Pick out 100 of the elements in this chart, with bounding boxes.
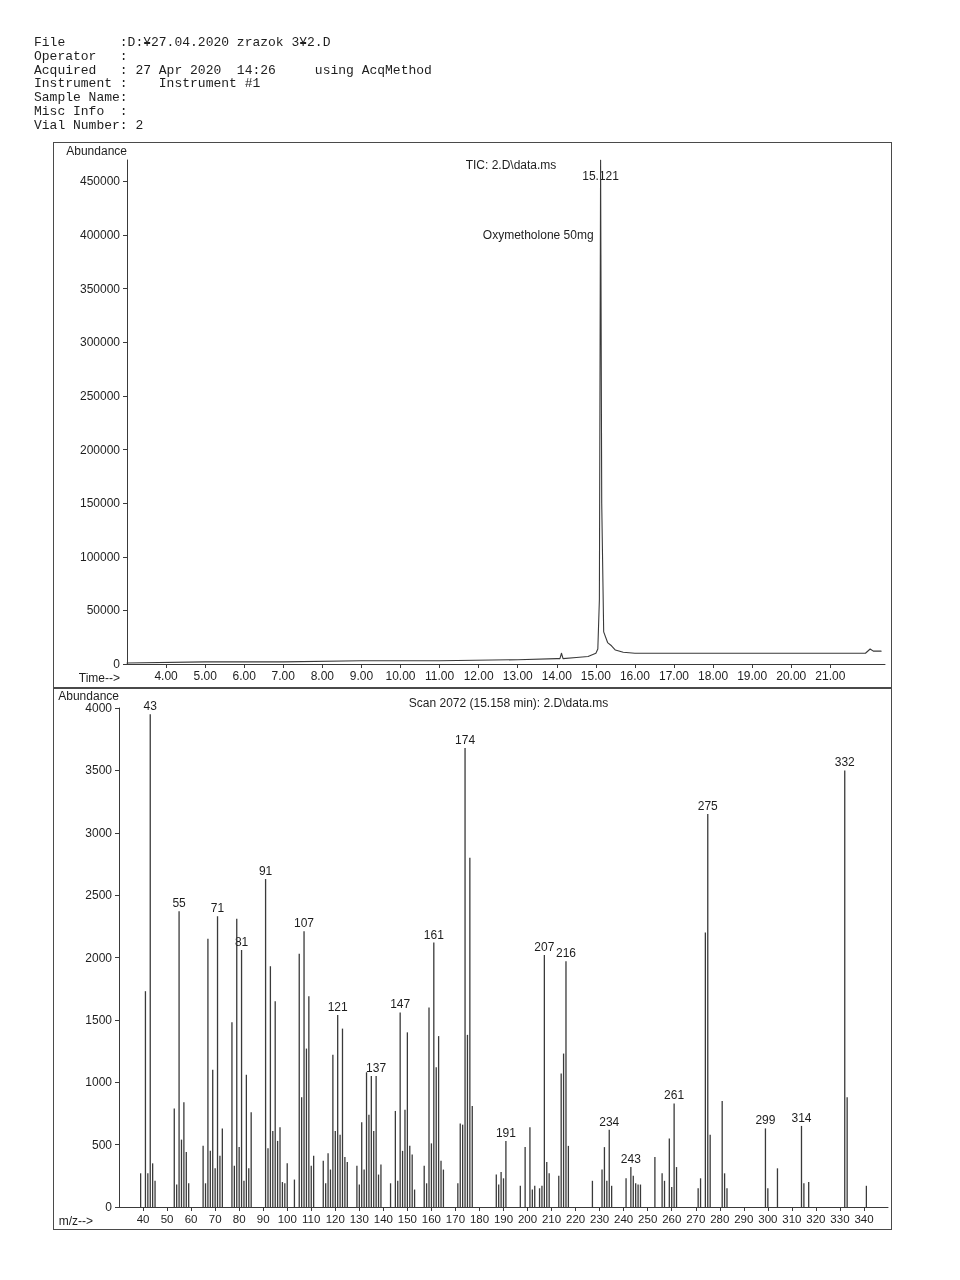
x-tick-label: 110 — [302, 1213, 321, 1225]
x-tick-label: 200 — [517, 1213, 538, 1225]
x-tick-label: 13.00 — [502, 669, 534, 683]
annotation: 43 — [143, 699, 158, 714]
annotation: 207 — [534, 940, 555, 955]
x-tick-label: 310 — [782, 1213, 802, 1225]
x-tick-label: 5.00 — [193, 669, 218, 683]
x-tick-label: 14.00 — [541, 669, 573, 683]
text: Instrument : Instrument #1 — [34, 76, 262, 92]
x-tick-label: 340 — [854, 1213, 874, 1225]
x-tick-label: 80 — [232, 1213, 246, 1225]
x-tick-label: 240 — [614, 1213, 634, 1225]
x-tick-label: 130 — [349, 1213, 369, 1225]
x-tick-label: 18.00 — [698, 669, 729, 683]
annotation: 107 — [294, 916, 315, 931]
y-tick-label: 2500 — [85, 888, 113, 903]
annotation: 191 — [495, 1125, 517, 1140]
x-tick-label: 210 — [541, 1213, 562, 1225]
y-tick-label: 1500 — [85, 1012, 113, 1027]
x-tick-label: 9.00 — [349, 669, 374, 683]
y-tick-label: 400000 — [79, 228, 121, 243]
annotation: 299 — [755, 1113, 776, 1128]
y-tick-label: 300000 — [79, 335, 121, 350]
text: Sample Name: — [34, 90, 129, 106]
x-tick-label: 270 — [686, 1213, 706, 1225]
x-tick-label: 21.00 — [815, 669, 846, 683]
x-tick-label: 300 — [758, 1213, 778, 1225]
annotation: 121 — [327, 999, 349, 1014]
x-tick-label: 120 — [325, 1213, 345, 1225]
x-tick-label: 6.00 — [232, 669, 257, 683]
x-tick-label: 140 — [373, 1213, 393, 1225]
x-tick-label: 70 — [208, 1213, 222, 1225]
x-tick-label: 150 — [397, 1213, 417, 1225]
x-tick-label: 290 — [734, 1213, 754, 1225]
x-tick-label: 330 — [830, 1213, 850, 1225]
annotation: 174 — [455, 732, 476, 747]
annotation: 261 — [664, 1088, 685, 1103]
annotation: 147 — [390, 997, 411, 1012]
annotation: 243 — [620, 1152, 642, 1167]
y-tick-label: 500 — [91, 1137, 113, 1152]
y-tick-label: 350000 — [79, 281, 121, 296]
y-tick-label: 2000 — [85, 950, 113, 965]
x-tick-label: 17.00 — [658, 669, 690, 683]
y-tick-label: 250000 — [79, 388, 121, 403]
text: Vial Number: 2 — [34, 117, 145, 133]
text: Acquired : 27 Apr 2020 14:26 using AcqMethod — [34, 62, 433, 78]
x-tick-label: 10.00 — [385, 669, 416, 683]
x-tick-label: 90 — [256, 1213, 270, 1225]
y-tick-label: 4000 — [85, 701, 113, 715]
annotation: 91 — [258, 863, 273, 878]
annotation: 216 — [555, 946, 577, 961]
annotation: 234 — [599, 1114, 620, 1129]
y-tick-label: 3500 — [85, 763, 113, 778]
y-tick-label: 100000 — [79, 549, 121, 564]
y-tick-label: 0 — [113, 657, 121, 671]
x-tick-label: 50 — [160, 1213, 174, 1225]
x-tick-label: 20.00 — [776, 669, 807, 683]
x-tick-label: 11.00 — [425, 669, 455, 683]
x-tick-label: 220 — [566, 1213, 586, 1225]
x-tick-label: 100 — [277, 1213, 297, 1225]
y-tick-label: 150000 — [79, 496, 121, 511]
annotation: 275 — [697, 799, 719, 814]
x-tick-label: 320 — [806, 1213, 826, 1225]
x-tick-label: 280 — [710, 1213, 730, 1225]
x-tick-label: 4.00 — [154, 669, 179, 683]
y-axis-title: Abundance — [66, 144, 128, 158]
x-tick-label: 7.00 — [271, 669, 296, 683]
text: Misc Info : — [34, 104, 129, 119]
text: File :D:¥27.04.2020 zrazok 3¥2.D — [34, 35, 332, 50]
x-axis-title: Time--> — [78, 671, 120, 685]
x-tick-label: 60 — [184, 1213, 198, 1225]
y-tick-label: 200000 — [79, 442, 121, 457]
annotation: 55 — [172, 896, 187, 911]
x-tick-label: 8.00 — [310, 669, 335, 683]
y-tick-label: 3000 — [85, 825, 113, 840]
x-tick-label: 15.00 — [580, 669, 612, 683]
y-tick-label: 0 — [105, 1200, 113, 1214]
annotation: 137 — [366, 1061, 387, 1076]
x-tick-label: 190 — [493, 1213, 514, 1225]
y-tick-label: 450000 — [79, 174, 121, 189]
x-tick-label: 250 — [638, 1213, 658, 1225]
x-tick-label: 180 — [469, 1213, 490, 1225]
x-tick-label: 40 — [136, 1213, 150, 1225]
text: Operator : — [34, 48, 129, 64]
x-tick-label: 170 — [445, 1213, 466, 1225]
x-tick-label: 19.00 — [737, 669, 768, 683]
y-tick-label: 50000 — [86, 603, 121, 618]
x-tick-label: 230 — [590, 1213, 610, 1225]
annotation: 161 — [423, 927, 445, 942]
annotation: 71 — [210, 901, 225, 916]
x-tick-label: 12.00 — [463, 669, 494, 683]
x-tick-label: 260 — [662, 1213, 682, 1225]
x-axis-title: m/z--> — [58, 1214, 93, 1228]
annotation: 332 — [834, 755, 856, 770]
annotation: Oxymetholone 50mg — [482, 228, 594, 243]
x-tick-label: 16.00 — [619, 669, 651, 683]
chart-title: TIC: 2.D\data.ms — [465, 158, 557, 172]
annotation: 314 — [791, 1110, 812, 1125]
chart-title: Scan 2072 (15.158 min): 2.D\data.ms — [408, 696, 609, 710]
y-tick-label: 1000 — [85, 1075, 113, 1090]
